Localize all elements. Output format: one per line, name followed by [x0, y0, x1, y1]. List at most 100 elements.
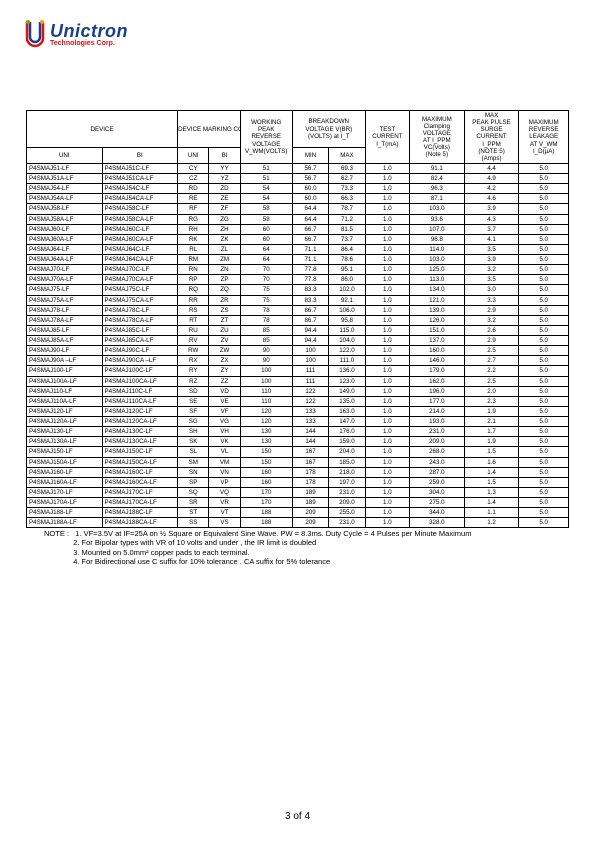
- cell: 1.0: [365, 336, 409, 346]
- cell: 56.7: [292, 163, 328, 173]
- cell: SF: [178, 406, 209, 416]
- cell: 1.0: [365, 366, 409, 376]
- cell: P4SMAJ58C-LF: [102, 204, 178, 214]
- cell: 255.0: [329, 508, 365, 518]
- cell: 3.2: [464, 265, 519, 275]
- cell: RL: [178, 244, 209, 254]
- cell: 1.0: [365, 406, 409, 416]
- note-1: 1. VF=3.5V at IF=25A on ½ Square or Equi…: [75, 529, 471, 538]
- cell: P4SMAJ64CA-LF: [102, 255, 178, 265]
- cell: ZD: [209, 184, 240, 194]
- cell: P4SMAJ64-LF: [27, 244, 103, 254]
- cell: 5.0: [519, 417, 569, 427]
- cell: 111: [292, 366, 328, 376]
- cell: SD: [178, 386, 209, 396]
- cell: 1.0: [365, 508, 409, 518]
- cell: 120: [240, 417, 292, 427]
- cell: 1.9: [464, 406, 519, 416]
- cell: ZG: [209, 214, 240, 224]
- cell: 92.1: [329, 295, 365, 305]
- cell: 1.0: [365, 184, 409, 194]
- cell: 3.5: [464, 244, 519, 254]
- cell: 111.0: [329, 356, 365, 366]
- logo-mark: [24, 20, 46, 48]
- cell: 5.0: [519, 336, 569, 346]
- cell: 189: [292, 487, 328, 497]
- cell: 100: [240, 376, 292, 386]
- cell: 86.7: [292, 315, 328, 325]
- cell: 209: [292, 518, 328, 528]
- hdr-max: MAX: [329, 148, 365, 164]
- cell: 94.4: [292, 325, 328, 335]
- cell: P4SMAJ51C-LF: [102, 163, 178, 173]
- cell: RE: [178, 194, 209, 204]
- cell: 121.0: [410, 295, 465, 305]
- cell: 167: [292, 447, 328, 457]
- cell: 218.0: [329, 467, 365, 477]
- table-row: P4SMAJ120-LFP4SMAJ120C-LFSFVF120133163.0…: [27, 406, 569, 416]
- cell: P4SMAJ54-LF: [27, 184, 103, 194]
- cell: RU: [178, 325, 209, 335]
- cell: 287.0: [410, 467, 465, 477]
- cell: ZX: [209, 356, 240, 366]
- cell: 96.8: [410, 234, 465, 244]
- cell: 69.3: [329, 163, 365, 173]
- cell: 78.6: [329, 255, 365, 265]
- cell: 1.5: [464, 477, 519, 487]
- cell: 1.9: [464, 437, 519, 447]
- cell: 106.0: [329, 305, 365, 315]
- cell: 1.0: [365, 194, 409, 204]
- cell: 144: [292, 427, 328, 437]
- cell: P4SMAJ130CA-LF: [102, 437, 178, 447]
- cell: 3.2: [464, 315, 519, 325]
- cell: 344.0: [410, 508, 465, 518]
- cell: 64: [240, 244, 292, 254]
- cell: 1.0: [365, 356, 409, 366]
- cell: 71.1: [292, 244, 328, 254]
- cell: P4SMAJ130C-LF: [102, 427, 178, 437]
- cell: 1.0: [365, 315, 409, 325]
- cell: 75: [240, 295, 292, 305]
- cell: 1.0: [365, 376, 409, 386]
- cell: 1.6: [464, 457, 519, 467]
- cell: 162.0: [410, 376, 465, 386]
- cell: 5.0: [519, 295, 569, 305]
- cell: 5.0: [519, 244, 569, 254]
- cell: 71.2: [329, 214, 365, 224]
- cell: P4SMAJ85-LF: [27, 325, 103, 335]
- cell: P4SMAJ150-LF: [27, 447, 103, 457]
- cell: P4SMAJ51-LF: [27, 163, 103, 173]
- cell: SE: [178, 396, 209, 406]
- cell: 70: [240, 265, 292, 275]
- hdr-uni: UNI: [27, 148, 103, 164]
- cell: 91.1: [410, 163, 465, 173]
- cell: 149.0: [329, 386, 365, 396]
- cell: 58: [240, 204, 292, 214]
- brand-sub: Technologies Corp.: [50, 40, 128, 47]
- cell: 4.6: [464, 194, 519, 204]
- cell: 1.1: [464, 508, 519, 518]
- cell: 1.0: [365, 477, 409, 487]
- cell: 160: [240, 477, 292, 487]
- cell: 95.8: [329, 315, 365, 325]
- cell: 96.3: [410, 184, 465, 194]
- cell: 3.9: [464, 204, 519, 214]
- cell: CY: [178, 163, 209, 173]
- cell: 1.0: [365, 214, 409, 224]
- cell: ZQ: [209, 285, 240, 295]
- cell: 5.0: [519, 255, 569, 265]
- cell: 60: [240, 224, 292, 234]
- cell: 70: [240, 275, 292, 285]
- cell: 5.0: [519, 487, 569, 497]
- cell: P4SMAJ120CA-LF: [102, 417, 178, 427]
- cell: ST: [178, 508, 209, 518]
- cell: 231.0: [410, 427, 465, 437]
- cell: P4SMAJ60CA-LF: [102, 234, 178, 244]
- cell: 1.5: [464, 447, 519, 457]
- logo-icon: [24, 20, 46, 48]
- cell: 54: [240, 184, 292, 194]
- cell: YZ: [209, 174, 240, 184]
- table-row: P4SMAJ90-LFP4SMAJ90C-LFRWZW90100122.01.0…: [27, 346, 569, 356]
- cell: 1.0: [365, 275, 409, 285]
- cell: RV: [178, 336, 209, 346]
